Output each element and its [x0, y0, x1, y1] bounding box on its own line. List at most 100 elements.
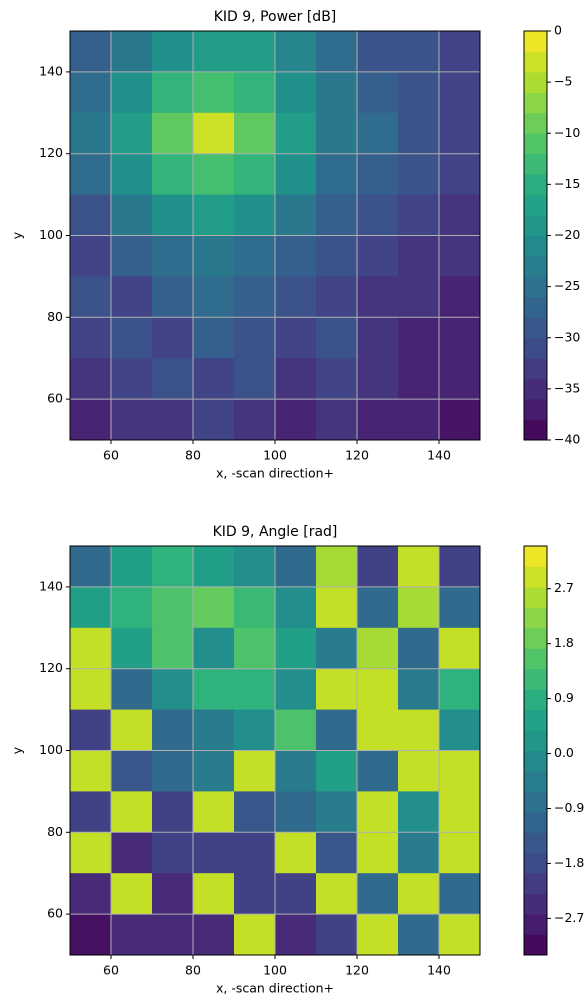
cell — [111, 709, 153, 751]
cell — [111, 235, 153, 277]
cell — [275, 914, 317, 955]
cell — [234, 235, 276, 277]
cell — [357, 750, 399, 792]
cell — [439, 153, 480, 196]
cell — [111, 586, 153, 629]
cell — [234, 832, 276, 874]
cell — [193, 832, 235, 874]
cell — [357, 71, 399, 114]
colorbar-band — [524, 811, 547, 833]
cell — [70, 31, 112, 73]
cell — [357, 276, 399, 318]
cell — [234, 586, 276, 629]
colorbar-tick-label: −25 — [554, 278, 580, 293]
cell — [398, 873, 440, 915]
x-axis-label: x, -scan direction+ — [216, 466, 334, 481]
cell — [398, 358, 440, 400]
colorbar-band — [524, 399, 547, 421]
cell — [439, 317, 480, 359]
cell — [152, 709, 194, 751]
cell — [111, 71, 153, 114]
cell — [439, 194, 480, 236]
colorbar-band — [524, 770, 547, 792]
cell — [275, 709, 317, 751]
y-tick-label: 60 — [47, 391, 63, 406]
cell — [234, 546, 276, 588]
cell — [152, 276, 194, 318]
y-axis-label: y — [10, 231, 25, 239]
colorbar-band — [524, 852, 547, 874]
cell — [316, 317, 358, 359]
colorbar-tick-label: −2.7 — [554, 910, 584, 925]
cell — [234, 276, 276, 318]
cell — [70, 317, 112, 359]
cell — [152, 235, 194, 277]
colorbar-band — [524, 873, 547, 895]
cell — [439, 586, 480, 629]
cell — [70, 546, 112, 588]
chart-title: KID 9, Power [dB] — [214, 9, 337, 25]
y-tick-label: 100 — [39, 227, 63, 242]
cell — [70, 586, 112, 629]
colorbar-band — [524, 276, 547, 298]
cell — [193, 317, 235, 359]
cell — [193, 235, 235, 277]
cell — [316, 709, 358, 751]
cell — [439, 399, 480, 440]
y-tick-label: 80 — [47, 824, 63, 839]
cell — [234, 627, 276, 670]
cell — [152, 586, 194, 629]
y-tick-label: 120 — [39, 145, 63, 160]
colorbar-band — [524, 730, 547, 751]
cell — [316, 71, 358, 114]
cell — [275, 668, 317, 711]
cell — [275, 276, 317, 318]
colorbar-band — [524, 133, 547, 155]
x-tick-label: 120 — [345, 448, 369, 463]
cell — [316, 399, 358, 440]
cell — [70, 750, 112, 792]
colorbar-band — [524, 934, 547, 956]
cell — [193, 873, 235, 915]
cell — [152, 873, 194, 915]
cell — [111, 668, 153, 711]
cell — [275, 194, 317, 236]
colorbar-band — [524, 235, 547, 257]
colorbar-tick-label: 0.9 — [554, 690, 574, 705]
cell — [398, 317, 440, 359]
cell — [111, 791, 153, 833]
cell — [193, 586, 235, 629]
x-tick-label: 60 — [103, 963, 119, 978]
cell — [234, 31, 276, 73]
x-tick-label: 100 — [263, 963, 287, 978]
colorbar-band — [524, 689, 547, 711]
cell — [234, 317, 276, 359]
cell — [70, 358, 112, 400]
cell — [357, 153, 399, 196]
cell — [70, 235, 112, 277]
cell — [439, 791, 480, 833]
cell — [275, 358, 317, 400]
cell — [111, 112, 153, 155]
cell — [111, 750, 153, 792]
colorbar-tick-label: 0.0 — [554, 745, 574, 760]
colorbar-band — [524, 194, 547, 216]
cell — [70, 709, 112, 751]
cell — [275, 873, 317, 915]
cell — [234, 750, 276, 792]
cell — [193, 399, 235, 440]
cell — [275, 153, 317, 196]
cell — [70, 71, 112, 114]
cell — [111, 358, 153, 400]
cell — [111, 153, 153, 196]
y-tick-label: 100 — [39, 742, 63, 757]
x-tick-label: 60 — [103, 448, 119, 463]
cell — [193, 627, 235, 670]
colorbar-band — [524, 92, 547, 114]
cell — [111, 399, 153, 440]
cell — [316, 668, 358, 711]
colorbar-band — [524, 174, 547, 196]
cell — [70, 914, 112, 955]
cell — [193, 668, 235, 711]
